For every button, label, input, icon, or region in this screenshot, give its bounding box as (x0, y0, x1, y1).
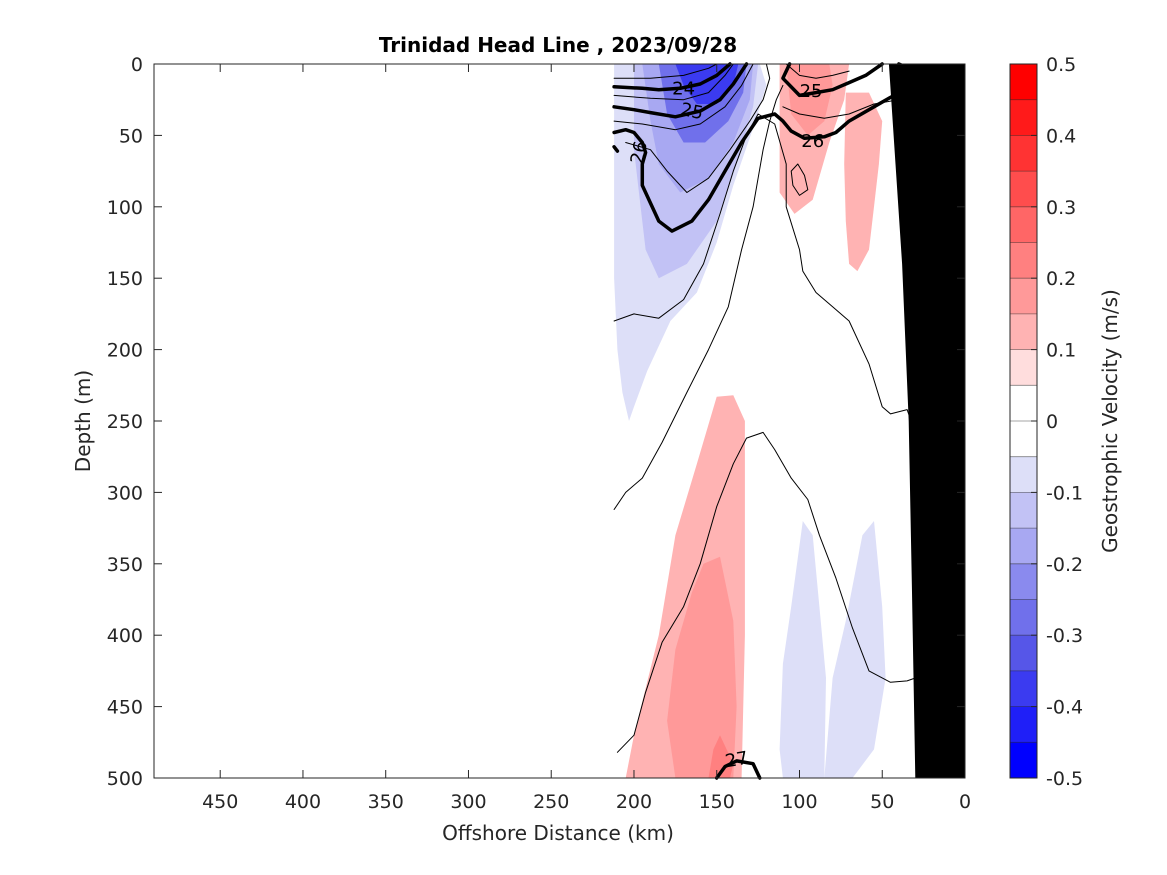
isopycnal-sigma-thin-d (625, 63, 771, 193)
isopycnal-sigma-24 (612, 62, 732, 92)
colorbar-bin-8 (1010, 349, 1037, 386)
y-tick-label-50: 50 (119, 125, 143, 147)
y-axis-label: Depth (m) (71, 370, 95, 472)
plot-background (154, 64, 965, 778)
velocity-region-northward-deep-core (667, 556, 737, 778)
isopycnal-label-5: 27 (724, 748, 750, 773)
colorbar-bin-12 (1010, 492, 1037, 529)
x-tick-label-150: 150 (699, 791, 735, 813)
x-axis-label: Offshore Distance (km) (442, 821, 674, 845)
colorbar-bin-0 (1010, 64, 1037, 101)
colorbar-bin-19 (1010, 742, 1037, 779)
y-tick-label-400: 400 (107, 625, 143, 647)
x-tick-label-50: 50 (870, 791, 894, 813)
colorbar-bin-18 (1010, 706, 1037, 743)
y-tick-label-100: 100 (107, 197, 143, 219)
colorbar-tick-label-0: 0 (1046, 411, 1058, 433)
isopycnal-sigma-thin-a (613, 63, 718, 79)
bottom-topography (888, 64, 965, 778)
colorbar-bin-14 (1010, 563, 1037, 600)
isopycnal-label-1: 25 (678, 99, 705, 124)
colorbar-tick-label-0.2: 0.2 (1046, 268, 1076, 290)
isopycnal-sigma-loop (790, 163, 809, 196)
colorbar-bin-2 (1010, 135, 1037, 172)
colorbar-bin-15 (1010, 599, 1037, 636)
isopycnal-label-2: 25 (800, 81, 823, 102)
isopycnal-sigma-26-dot (612, 145, 620, 153)
y-tick-label-350: 350 (107, 554, 143, 576)
y-tick-label-500: 500 (107, 768, 143, 790)
colorbar-tick-label-0.5: 0.5 (1046, 54, 1076, 76)
isopycnal-sigma-thin-f (782, 99, 930, 119)
y-tick-label-450: 450 (107, 697, 143, 719)
colorbar-bin-13 (1010, 528, 1037, 565)
colorbar: 0.5 0.4 0.3 0.2 0.1 0 -0.1 -0.2 -0.3 -0.4 -0.5 Geo… (1009, 54, 1122, 790)
x-tick-label-300: 300 (450, 791, 486, 813)
isopycnal-sigma-lower-1 (613, 113, 930, 465)
colorbar-bin-10 (1010, 421, 1037, 458)
colorbar-bin-1 (1010, 99, 1037, 136)
colorbar-bin-17 (1010, 670, 1037, 708)
isopycnal-sigma-thin-c (613, 63, 754, 131)
isopycnal-sigma-thin-h (901, 63, 930, 86)
colorbar-bin-3 (1010, 171, 1037, 208)
x-tick-label-100: 100 (781, 791, 817, 813)
isopycnal-sigma-lower-2 (613, 84, 784, 510)
colorbar-tick-label--0.3: -0.3 (1046, 625, 1083, 647)
x-tick-label-350: 350 (368, 791, 404, 813)
colorbar-tick-label-0.3: 0.3 (1046, 197, 1076, 219)
colorbar-bin-4 (1010, 206, 1037, 243)
isopycnal-label-4: 26 (627, 139, 652, 166)
x-tick-label-450: 450 (202, 791, 238, 813)
y-axis: 0 50 100 150 200 250 300 350 400 450 500 (107, 54, 965, 790)
chart-title: Trinidad Head Line , 2023/09/28 (379, 33, 737, 57)
colorbar-bin-9 (1010, 385, 1037, 422)
isopycnal-sigma-lower-3 (616, 431, 916, 753)
isopycnal-sigma-26-offshore (612, 90, 934, 233)
colorbar-bin-11 (1010, 456, 1037, 493)
colorbar-bin-6 (1010, 278, 1037, 315)
x-axis: 450 400 350 300 250 200 150 100 50 0 (202, 64, 971, 813)
x-tick-label-400: 400 (285, 791, 321, 813)
colorbar-bin-7 (1010, 313, 1037, 351)
isopycnal-sigma-25-nearshore (781, 62, 884, 98)
y-tick-label-0: 0 (131, 54, 143, 76)
y-tick-label-200: 200 (107, 340, 143, 362)
x-tick-label-0: 0 (959, 791, 971, 813)
y-tick-label-150: 150 (107, 268, 143, 290)
velocity-region-northward-nearshore-lobe (844, 92, 883, 272)
y-tick-label-300: 300 (107, 482, 143, 504)
colorbar-bin-5 (1010, 242, 1037, 279)
colorbar-tick-label-0.4: 0.4 (1046, 125, 1076, 147)
velocity-region-southward-deep-band (779, 521, 826, 778)
isopycnal-sigma-25 (612, 62, 749, 119)
isopycnal-sigma-thin-g (914, 113, 933, 215)
colorbar-tick-label-0.1: 0.1 (1046, 340, 1076, 362)
colorbar-label: Geostrophic Velocity (m/s) (1098, 289, 1122, 553)
colorbar-tick-label--0.2: -0.2 (1046, 554, 1083, 576)
colorbar-tick-label--0.1: -0.1 (1046, 482, 1083, 504)
isopycnal-layer (612, 62, 934, 780)
isopycnal-sigma-thin-e (785, 63, 850, 79)
colorbar-bin-16 (1010, 635, 1037, 672)
velocity-region-southward-deep-nearshore (824, 521, 886, 778)
isopycnal-sigma-27 (714, 759, 762, 780)
y-tick-label-250: 250 (107, 411, 143, 433)
topography-layer (888, 64, 965, 778)
colorbar-tick-label--0.5: -0.5 (1046, 768, 1083, 790)
isopycnal-label-0: 24 (672, 78, 695, 99)
x-tick-label-200: 200 (616, 791, 652, 813)
isopycnal-sigma-thin-b (613, 63, 734, 101)
x-tick-label-250: 250 (533, 791, 569, 813)
colorbar-tick-label--0.4: -0.4 (1046, 697, 1083, 719)
isopycnal-label-3: 26 (801, 131, 824, 152)
